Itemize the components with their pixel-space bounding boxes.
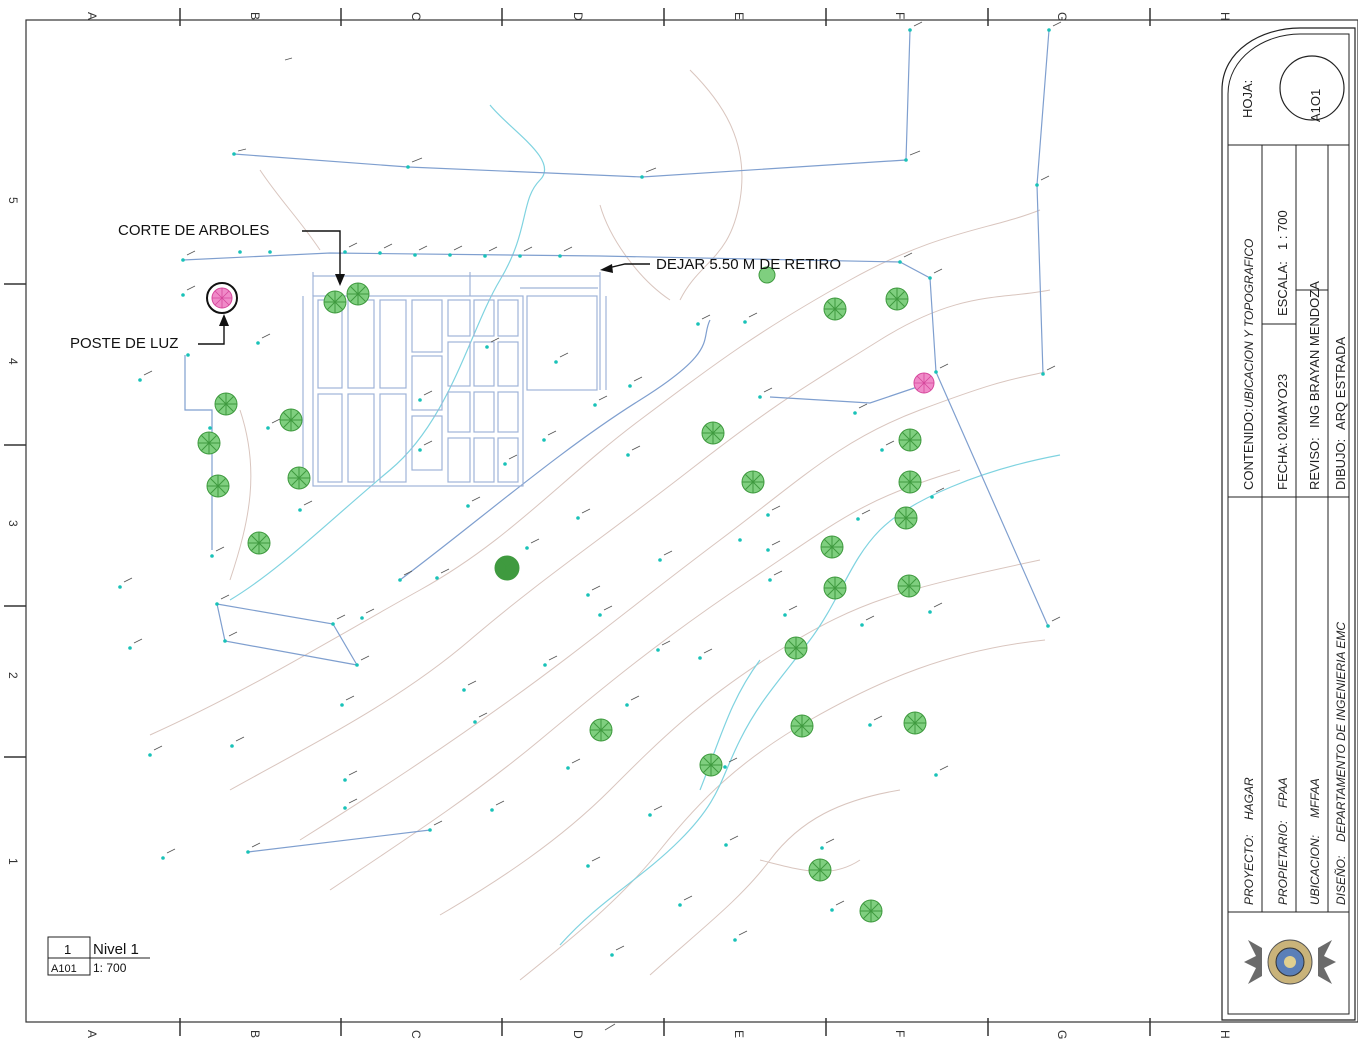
tree-icon: [897, 574, 921, 598]
tree-icon: [820, 535, 844, 559]
propietario-label: PROPIETARIO:: [1276, 821, 1290, 905]
light-pole-icon: [913, 372, 935, 394]
grid-col-label: A: [85, 1030, 99, 1038]
annotation-light-pole: POSTE DE LUZ: [70, 314, 229, 352]
tree-icon: [784, 636, 808, 660]
tree-icon: [279, 408, 303, 432]
view-tag-sheet: A101: [51, 963, 77, 975]
tree-icon: [894, 506, 918, 530]
view-tag-scale: 1: 700: [93, 961, 127, 975]
tree-icon: [287, 466, 311, 490]
escala-value: 1 : 700: [1275, 210, 1290, 250]
grid-row-label: 4: [6, 358, 20, 365]
emblem-icon: [1244, 939, 1336, 985]
grid-col-label: A: [85, 12, 99, 20]
grid-col-label: G: [1055, 12, 1069, 21]
annotation-light-pole-text: POSTE DE LUZ: [70, 335, 178, 352]
fecha-value: 02MAYO23: [1275, 374, 1290, 440]
tree-icon: [701, 421, 725, 445]
grid-column-ticks: [179, 8, 1151, 1036]
proyecto-label: PROYECTO:: [1242, 835, 1256, 905]
ubicacion-label: UBICACION:: [1308, 835, 1322, 905]
propietario-value: FPAA: [1276, 778, 1290, 808]
tree-icon: [898, 428, 922, 452]
survey-points: [118, 28, 1051, 957]
tree-icon: [823, 576, 847, 600]
grid-rows: 5 4 3 2 1: [6, 197, 20, 865]
tree-icon: [197, 431, 221, 455]
grid-col-label: E: [732, 12, 746, 20]
grid-col-label: H: [1218, 12, 1232, 21]
view-tag-name: Nivel 1: [93, 941, 139, 958]
tree-icon: [323, 290, 347, 314]
annotation-tree-cut-text: CORTE DE ARBOLES: [118, 222, 269, 239]
grid-row-label: 3: [6, 520, 20, 527]
tree-icon: [247, 531, 271, 555]
fecha-label: FECHA:: [1275, 442, 1290, 490]
light-pole-icon: [206, 282, 238, 314]
trees: [197, 266, 927, 923]
tree-icon: [823, 297, 847, 321]
grid-row-label: 1: [6, 858, 20, 865]
grid-col-label: D: [571, 1030, 585, 1039]
tree-icon: [758, 266, 776, 284]
light-poles: [206, 282, 935, 394]
annotation-tree-cut: CORTE DE ARBOLES: [118, 222, 345, 286]
escala-label: ESCALA:: [1275, 261, 1290, 316]
dibujo-value: ARQ ESTRADA: [1333, 336, 1348, 430]
tree-icon: [214, 392, 238, 416]
grid-col-label: G: [1055, 1030, 1069, 1039]
grid-col-label: F: [893, 1030, 907, 1037]
grid-col-label: B: [248, 1030, 262, 1038]
ubicacion-value: MFFAA: [1308, 778, 1322, 818]
tree-icon: [346, 282, 370, 306]
tree-icon: [589, 718, 613, 742]
grid-row-label: 5: [6, 197, 20, 204]
annotation-setback-text: DEJAR 5.50 M DE RETIRO: [656, 256, 841, 273]
tree-icon: [898, 470, 922, 494]
dibujo-label: DIBUJO:: [1333, 439, 1348, 490]
tree-icon: [808, 858, 832, 882]
grid-col-label: C: [409, 12, 423, 21]
grid-col-label: B: [248, 12, 262, 20]
grid-col-label: F: [893, 12, 907, 19]
grid-col-label: H: [1218, 1030, 1232, 1039]
tree-icon: [494, 555, 520, 581]
tree-icon: [206, 474, 230, 498]
reviso-label: REVISO:: [1307, 437, 1322, 490]
view-tag-number: 1: [64, 942, 71, 957]
grid-columns-bottom: A B C D E F G H: [85, 1030, 1232, 1039]
building-footprint: [302, 272, 607, 487]
contour-lines: [149, 69, 1051, 981]
tree-icon: [741, 470, 765, 494]
proyecto-value: HAGAR: [1242, 777, 1256, 820]
diseno-label: DISEÑO:: [1334, 856, 1348, 905]
grid-col-label: E: [732, 1030, 746, 1038]
title-block: HOJA: A1O1 CONTENIDO: UBICACION Y TOPOGR…: [1221, 27, 1356, 1021]
contenido-label: CONTENIDO:: [1241, 408, 1256, 490]
tree-icon: [699, 753, 723, 777]
grid-col-label: C: [409, 1030, 423, 1039]
tree-icon: [885, 287, 909, 311]
sheet-frame: [25, 19, 1358, 1023]
sheet-label: HOJA:: [1240, 80, 1255, 118]
reviso-value: ING BRAYAN MENDOZA: [1307, 281, 1322, 428]
grid-col-label: D: [571, 12, 585, 21]
tree-icon: [790, 714, 814, 738]
contenido-value: UBICACION Y TOPOGRAFICO: [1242, 239, 1256, 408]
view-tag: 1 Nivel 1 A101 1: 700: [47, 936, 150, 976]
tree-icon: [859, 899, 883, 923]
annotation-setback: DEJAR 5.50 M DE RETIRO: [600, 256, 841, 273]
sheet-number: A1O1: [1308, 89, 1323, 122]
grid-row-label: 2: [6, 672, 20, 679]
diseno-value: DEPARTAMENTO DE INGENIERIA EMC: [1334, 622, 1348, 842]
point-label-marks: [123, 21, 1062, 1031]
grid-columns-top: A B C D E F G H: [85, 12, 1232, 21]
stream-lines: [229, 104, 1061, 946]
tree-icon: [903, 711, 927, 735]
grid-row-ticks: [4, 283, 26, 758]
